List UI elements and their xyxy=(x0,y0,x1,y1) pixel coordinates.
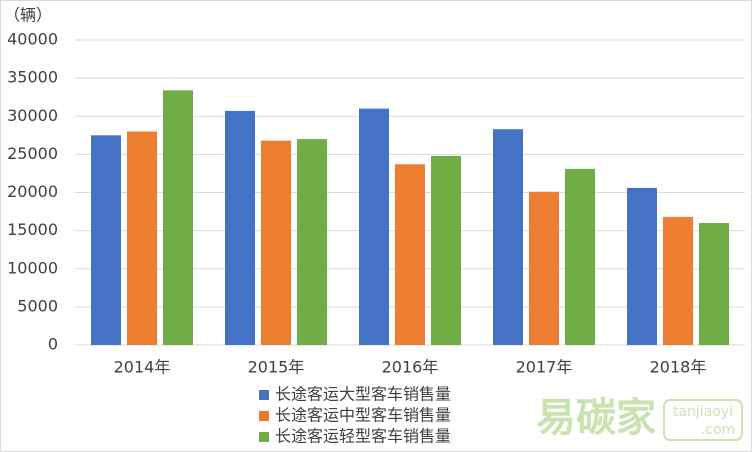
bar xyxy=(529,191,559,345)
bar xyxy=(163,90,193,345)
legend-swatch xyxy=(259,432,269,442)
bar xyxy=(261,140,291,345)
bar xyxy=(663,216,693,345)
watermark-site: tanjiaoyi xyxy=(673,404,733,420)
y-tick-label: 35000 xyxy=(7,68,58,87)
bar xyxy=(699,223,729,345)
x-tick-label: 2018年 xyxy=(650,358,707,377)
x-tick-label: 2017年 xyxy=(516,358,573,377)
legend-label: 长途客运轻型客车销售量 xyxy=(275,427,451,446)
watermark-box xyxy=(663,399,743,441)
x-tick-label: 2014年 xyxy=(114,358,171,377)
y-tick-label: 5000 xyxy=(17,296,58,315)
y-tick-label: 0 xyxy=(48,335,58,354)
legend-swatch xyxy=(259,411,269,421)
x-tick-label: 2016年 xyxy=(382,358,439,377)
y-tick-label: 40000 xyxy=(7,30,58,49)
y-tick-label: 30000 xyxy=(7,106,58,125)
bar xyxy=(225,110,255,345)
watermark-brand: 易碳家 xyxy=(536,395,656,441)
bar xyxy=(565,168,595,345)
bar xyxy=(91,135,121,345)
y-tick-label: 10000 xyxy=(7,258,58,277)
bar xyxy=(297,139,327,345)
legend-swatch xyxy=(259,390,269,400)
y-tick-label: 20000 xyxy=(7,182,58,201)
legend-label: 长途客运中型客车销售量 xyxy=(275,406,451,425)
legend-label: 长途客运大型客车销售量 xyxy=(275,385,451,404)
y-tick-label: 25000 xyxy=(7,144,58,163)
y-tick-label: 15000 xyxy=(7,220,58,239)
watermark: 易碳家 tanjiaoyi .com xyxy=(536,395,743,441)
watermark-domain: .com xyxy=(701,422,735,438)
y-unit: （辆） xyxy=(4,6,52,25)
bar xyxy=(395,164,425,345)
bar xyxy=(127,131,157,345)
bar xyxy=(431,155,461,345)
bar xyxy=(627,187,657,345)
x-tick-label: 2015年 xyxy=(248,358,305,377)
bar xyxy=(493,129,523,345)
bar xyxy=(359,108,389,345)
